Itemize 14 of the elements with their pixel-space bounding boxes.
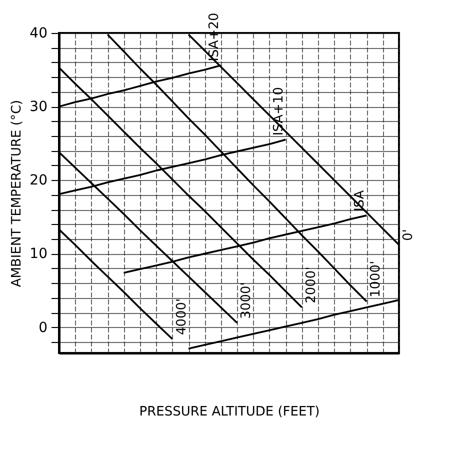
text: 2000' [304, 266, 319, 304]
text: ISA+20 [206, 12, 222, 62]
y-tick-label: 20 [30, 172, 48, 189]
text: 4000' [174, 298, 190, 336]
text: 1000' [368, 260, 384, 298]
y-tick-label: 10 [30, 246, 48, 262]
y-tick-label: 40 [30, 26, 48, 42]
y-axis-title: AMBIENT TEMPERATURE (°C) [10, 100, 25, 288]
text: 0' [401, 229, 416, 241]
y-tick-label: 0 [38, 320, 48, 336]
y-tick-label: 30 [30, 99, 48, 116]
text: 3000' [239, 282, 254, 319]
text: ISA+10 [272, 87, 287, 136]
x-axis-title: PRESSURE ALTITUDE (FEET) [139, 404, 320, 420]
